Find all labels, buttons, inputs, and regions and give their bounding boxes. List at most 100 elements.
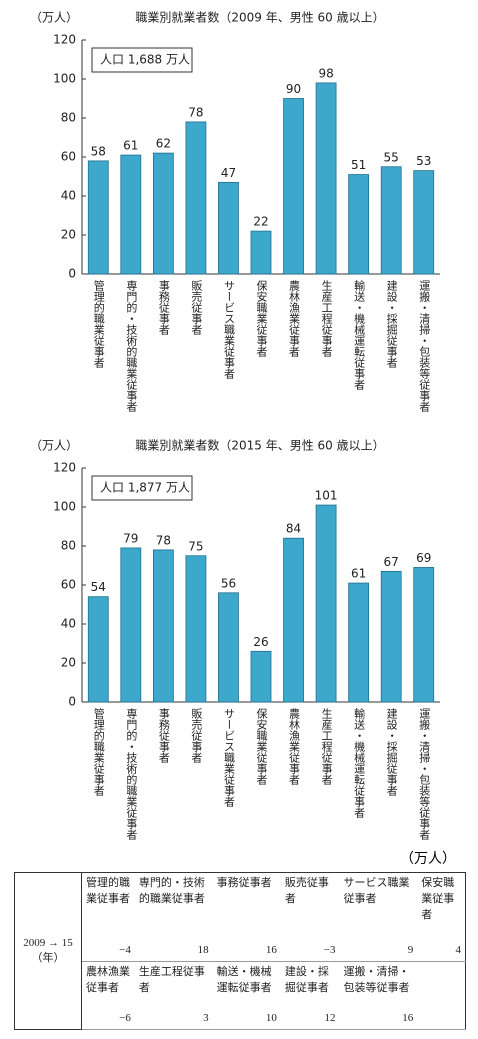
y-tick-label: 100 (53, 72, 76, 86)
x-tick-label: サービス職業従事者 (222, 280, 235, 380)
value-label: 101 (315, 489, 338, 503)
bar (250, 230, 272, 275)
bar (185, 555, 207, 703)
bar (250, 650, 272, 703)
bar (315, 82, 337, 275)
table-header: 建設・採掘従事者 (280, 961, 340, 1007)
y-tick-label: 100 (53, 500, 76, 514)
x-tick-label: サービス職業従事者 (222, 708, 235, 808)
value-label: 78 (188, 105, 203, 119)
y-tick-label: 120 (53, 461, 76, 475)
annotation-box (91, 47, 193, 73)
table-header: 生産工程従事者 (134, 961, 213, 1007)
value-label: 61 (123, 139, 138, 153)
period-unit: （年） (31, 952, 65, 964)
value-label: 67 (384, 555, 399, 569)
value-label: 61 (351, 567, 366, 581)
x-tick-label: 建設・採掘従事者 (385, 707, 398, 797)
table-value: 9 (339, 939, 418, 963)
bar (87, 160, 109, 275)
bar (218, 592, 239, 703)
bar (283, 537, 304, 703)
y-tick-label: 0 (68, 695, 76, 709)
period: 2009 → 15 (23, 937, 73, 949)
y-tick-label: 60 (61, 150, 76, 164)
bar (380, 570, 402, 703)
value-label: 54 (91, 580, 106, 594)
bar (218, 181, 239, 275)
value-label: 26 (253, 635, 268, 649)
bar (120, 547, 142, 703)
y-tick-label: 80 (61, 539, 76, 553)
x-tick-label: 管理的職業従事者 (92, 279, 105, 369)
table-value: 16 (339, 1007, 418, 1030)
value-label: 90 (286, 82, 301, 96)
period-cell: 2009 → 15 （年） (14, 872, 82, 1030)
bar (120, 154, 142, 275)
value-label: 75 (188, 539, 203, 553)
bar (348, 582, 370, 703)
value-label: 84 (286, 522, 301, 536)
bar (413, 567, 435, 703)
table-value: −3 (280, 939, 340, 963)
table-value: −6 (81, 1007, 135, 1030)
y-axis-label: （万人） (30, 11, 78, 25)
table-header: 運搬・清掃・包装等従事者 (339, 961, 418, 1007)
table-header: サービス職業従事者 (343, 877, 410, 905)
value-label: 55 (384, 150, 399, 164)
table-value: 3 (134, 1007, 213, 1030)
x-tick-label: 農林漁業従事者 (288, 707, 301, 786)
empty-cell (417, 1007, 466, 1030)
value-label: 78 (156, 533, 171, 547)
table-value: 10 (212, 1007, 281, 1030)
bar (413, 170, 435, 275)
bar (185, 121, 207, 275)
table-unit: （万人） (400, 852, 456, 867)
x-tick-label: 建設・採掘従事者 (385, 279, 398, 369)
table-header: 販売従事者 (284, 877, 329, 905)
x-tick-label: 管理的職業従事者 (92, 707, 105, 797)
x-tick-label: 輸送・機械運転従事者 (353, 707, 366, 819)
y-tick-label: 80 (61, 111, 76, 125)
x-tick-label: 運搬・清掃・包装等従事者 (418, 280, 431, 413)
y-tick-label: 20 (61, 656, 76, 670)
x-tick-label: 輸送・機械運転従事者 (353, 279, 366, 391)
annotation: 人口 1,688 万人 (100, 53, 190, 67)
bar (283, 98, 304, 275)
x-tick-label: 農林漁業従事者 (288, 279, 301, 358)
bar (380, 166, 402, 275)
y-axis-label: （万人） (30, 439, 78, 453)
x-tick-label: 販売従事者 (190, 708, 203, 764)
x-tick-label: 運搬・清掃・包装等従事者 (418, 708, 431, 840)
table-value: 18 (134, 939, 213, 963)
annotation-box (91, 475, 193, 501)
x-tick-label: 保安職業従事者 (255, 279, 268, 358)
bar (315, 504, 337, 703)
x-tick-label: 専門的・技術的職業従事者 (125, 708, 138, 840)
table-header: 事務従事者 (216, 877, 272, 889)
charts: 職業別就業者数（2009 年、男性 60 歳以上） （万人） 0 20 40 60 80 10… (30, 10, 440, 840)
bar (348, 174, 370, 275)
chart-title: 職業別就業者数（2015 年、男性 60 歳以上） (135, 438, 384, 453)
value-label: 98 (318, 66, 333, 80)
x-tick-label: 生産工程従事者 (320, 707, 333, 786)
value-label: 51 (351, 158, 366, 172)
table-header: 輸送・機械運転従事者 (212, 961, 281, 1007)
y-tick-label: 20 (61, 228, 76, 242)
bar (87, 596, 109, 703)
table-value: 12 (280, 1007, 340, 1030)
table-header: 管理的職業従事者 (86, 877, 130, 905)
x-tick-label: 事務従事者 (157, 280, 170, 336)
value-label: 47 (221, 166, 236, 180)
y-tick-label: 40 (61, 617, 76, 631)
y-tick-label: 60 (61, 578, 76, 592)
y-tick-label: 0 (68, 267, 76, 281)
value-label: 22 (253, 215, 268, 229)
value-label: 53 (416, 154, 431, 168)
chart-title: 職業別就業者数（2009 年、男性 60 歳以上） (135, 10, 384, 25)
x-tick-label: 専門的・技術的職業従事者 (125, 280, 138, 413)
table-value: 4 (417, 939, 466, 963)
x-tick-label: 販売従事者 (190, 280, 203, 336)
bar (152, 152, 174, 275)
